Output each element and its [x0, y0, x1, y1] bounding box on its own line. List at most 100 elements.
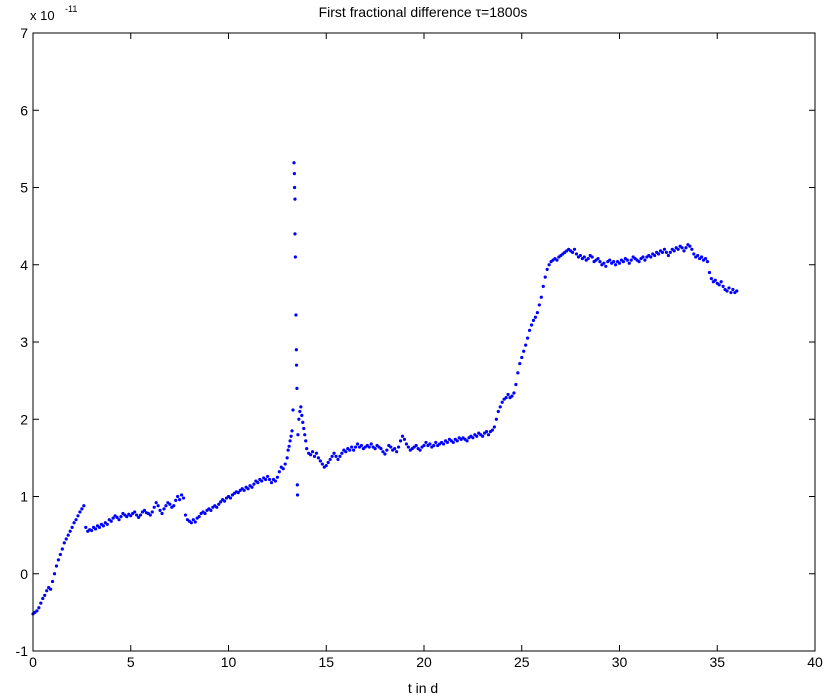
data-point [707, 270, 712, 275]
data-point [156, 504, 160, 508]
data-point [293, 232, 297, 236]
data-point [555, 258, 559, 262]
data-point [275, 475, 279, 479]
data-point [176, 494, 180, 499]
data-point [498, 405, 502, 409]
data-point [168, 502, 172, 506]
data-point [193, 520, 197, 524]
data-point [154, 501, 158, 505]
data-point [373, 447, 377, 451]
data-point [217, 502, 221, 506]
data-point [62, 541, 66, 545]
data-point [115, 515, 119, 519]
x-axis-ticks: 0 5 10 15 20 25 30 35 40 [29, 33, 823, 670]
data-point [125, 514, 129, 519]
data-point [303, 433, 307, 437]
data-point [292, 185, 297, 190]
data-point [696, 253, 700, 258]
data-point [328, 457, 332, 462]
data-point [64, 537, 68, 541]
data-point [637, 260, 641, 264]
data-point [295, 493, 300, 497]
data-point [492, 425, 496, 429]
y-tick-label: 4 [20, 257, 28, 273]
data-point [533, 315, 538, 319]
data-point [570, 250, 575, 254]
data-point [522, 349, 526, 353]
data-point [604, 264, 608, 268]
data-point [676, 247, 680, 251]
y-tick-label: 0 [20, 566, 28, 582]
data-point [516, 371, 520, 375]
data-point [735, 289, 739, 293]
data-point [418, 448, 422, 452]
data-point [197, 514, 201, 519]
data-point [297, 417, 301, 421]
data-point [172, 504, 176, 508]
data-point [496, 409, 500, 414]
data-point [68, 529, 72, 533]
data-point [310, 450, 315, 454]
data-point [152, 505, 156, 509]
data-point [379, 447, 383, 451]
data-point [236, 491, 240, 495]
data-point [432, 443, 436, 448]
y-tick-label: 3 [20, 334, 28, 350]
data-point [422, 443, 426, 448]
data-point [653, 253, 657, 258]
data-point [97, 525, 102, 530]
data-point [692, 252, 696, 256]
data-point [117, 518, 121, 522]
data-point [277, 470, 281, 474]
data-point [398, 439, 403, 443]
x-tick-label: 15 [318, 654, 334, 670]
data-point [537, 303, 541, 307]
data-point [135, 513, 139, 517]
data-point [294, 348, 298, 352]
y-multiplier-base: x 10 [30, 8, 55, 23]
data-point [72, 521, 76, 525]
data-point [289, 434, 293, 438]
data-point [318, 459, 322, 463]
data-point [45, 589, 49, 593]
data-point [643, 258, 647, 262]
data-point [324, 464, 328, 468]
data-point [109, 519, 113, 523]
data-point [582, 255, 586, 259]
data-point [506, 392, 510, 397]
data-point [393, 447, 397, 451]
data-point [136, 515, 141, 519]
data-point [406, 445, 410, 449]
y-tick-label: -1 [16, 643, 29, 659]
data-point [288, 439, 292, 443]
data-point [381, 450, 385, 454]
data-point [111, 516, 115, 520]
data-point [705, 260, 710, 264]
data-point [572, 247, 577, 251]
data-point [283, 462, 287, 466]
data-point [451, 440, 455, 445]
data-point [76, 514, 80, 518]
data-point [101, 524, 105, 528]
data-point [608, 258, 612, 262]
chart-title: First fractional difference τ=1800s [319, 4, 528, 20]
data-point [434, 440, 438, 445]
data-point [400, 434, 405, 438]
data-point [700, 255, 704, 259]
data-point [455, 439, 459, 443]
data-point [267, 477, 272, 482]
data-point [414, 443, 418, 448]
data-point [445, 440, 450, 445]
data-point [367, 445, 371, 449]
data-point [150, 510, 154, 514]
data-point [344, 450, 348, 454]
data-point [35, 609, 39, 613]
data-point [295, 386, 299, 390]
data-point [359, 443, 364, 448]
data-point [518, 362, 522, 366]
data-point [596, 256, 600, 261]
data-point [514, 382, 518, 387]
data-point [90, 528, 94, 533]
data-point [320, 462, 324, 466]
data-point [617, 261, 622, 265]
